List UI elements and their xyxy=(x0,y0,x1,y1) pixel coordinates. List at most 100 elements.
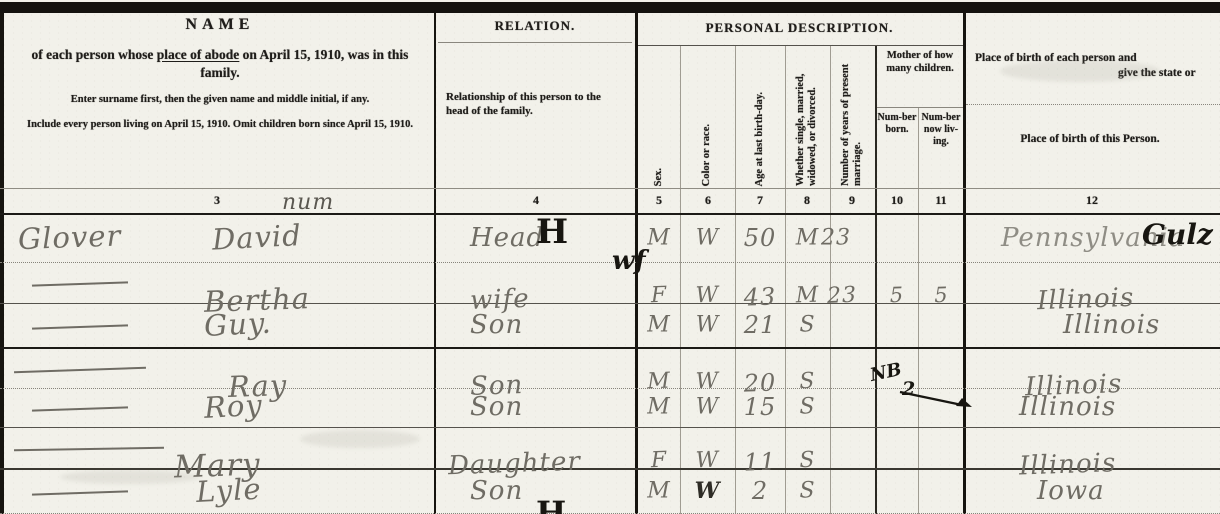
rule-under-mother-label xyxy=(877,107,963,108)
column-number-8: 8 xyxy=(804,193,810,207)
name-column-header: NAME of each person whose place of abode… xyxy=(12,16,428,132)
rule-under-pd-title xyxy=(638,45,963,46)
column-number-5: 5 xyxy=(656,193,662,207)
relation-title: RELATION. xyxy=(438,18,632,43)
number-living-label: Num-ber now liv-ing. xyxy=(921,112,961,147)
name-note-2: Include every person living on April 15,… xyxy=(27,119,413,131)
rule-pob-dotted xyxy=(966,104,1220,105)
sex-cell: M xyxy=(647,225,671,250)
given-name-handwriting: Roy xyxy=(203,387,264,425)
census-entry-row: Mary Daughter F W 11 S Illinois xyxy=(0,428,1220,485)
age-cell: 50 xyxy=(743,223,777,252)
color-race-cell: W xyxy=(695,225,720,250)
stray-handwriting-fragment: num xyxy=(282,190,335,215)
age-cell: 2 xyxy=(751,476,769,505)
marital-column-label: Whether single, married, widowed, or div… xyxy=(786,48,829,186)
census-entry-row: Roy Son M W 15 S Illinois xyxy=(0,387,1220,428)
entry-rows: Glover David Head M W 50 M 23 Pennsylvan… xyxy=(0,215,1220,514)
column-number-6: 6 xyxy=(705,193,711,207)
name-desc-post: on April 15, 1910, was in this family. xyxy=(200,47,409,81)
years-married-cell: 23 xyxy=(821,225,875,250)
mother-children-label: Mother of how many children. xyxy=(886,50,954,74)
sex-cell: M xyxy=(647,312,671,337)
age-label-text: Age at last birth-day. xyxy=(753,91,765,187)
column-number-9: 9 xyxy=(849,193,855,207)
years-married-label-text: Number of years of present marriage. xyxy=(840,63,864,186)
birthplace-group-text-2: give the state or xyxy=(1118,67,1196,79)
rule-above-column-numbers xyxy=(0,188,1220,189)
column-number-11: 11 xyxy=(935,193,947,207)
marital-status-cell: S xyxy=(799,394,816,420)
years-married-value: 23 xyxy=(821,225,851,250)
age-column-label: Age at last birth-day. xyxy=(736,48,784,187)
years-married-cell xyxy=(827,447,875,449)
scan-smudge xyxy=(300,430,420,448)
age-cell: 15 xyxy=(743,392,777,421)
given-name-handwriting: David xyxy=(211,217,303,257)
column-number-7: 7 xyxy=(757,193,763,207)
relation-cell: Son xyxy=(470,475,524,506)
personal-description-title: PERSONAL DESCRIPTION. xyxy=(705,20,894,35)
relation-description: Relationship of this person to the head … xyxy=(446,91,601,117)
relation-cell: Son xyxy=(470,309,524,340)
sex-label-text: Sex. xyxy=(652,167,664,186)
color-race-cell: W xyxy=(694,477,721,504)
top-border-rule xyxy=(0,2,1220,13)
relation-cell: Son xyxy=(470,391,524,422)
ditto-mark xyxy=(31,489,129,496)
name-description: of each person whose place of abode on A… xyxy=(12,46,428,82)
column-number-12: 12 xyxy=(1086,193,1098,207)
census-entry-row: Lyle Son M W 2 S Iowa xyxy=(0,470,1220,514)
column-number-4: 4 xyxy=(533,193,539,207)
ditto-mark xyxy=(31,323,129,330)
sex-column-label: Sex. xyxy=(638,48,680,186)
color-race-cell: W xyxy=(695,312,720,337)
annotation-arrow-icon xyxy=(899,390,972,407)
ditto-mark xyxy=(14,366,146,373)
number-born-label: Num-ber born. xyxy=(877,112,917,135)
marital-status-cell: S xyxy=(799,478,816,503)
birthplace-cell: Illinois xyxy=(1063,309,1161,340)
marital-label-text: Whether single, married, widowed, or div… xyxy=(795,73,819,186)
birthplace-column-label: Place of birth of this Person. xyxy=(1020,133,1160,145)
marital-status-cell: S xyxy=(799,312,816,337)
marital-status-cell: M xyxy=(795,225,820,250)
years-married-column-label: Number of years of present marriage. xyxy=(831,48,874,186)
bottom-ink-mark: H xyxy=(536,494,567,514)
given-name-handwriting: Guy. xyxy=(203,305,273,343)
ditto-mark xyxy=(31,406,129,412)
ditto-mark xyxy=(13,446,165,452)
age-cell: 21 xyxy=(743,310,777,339)
census-entry-row: Glover David Head M W 50 M 23 Pennsylvan… xyxy=(0,215,1220,263)
children-born-cell xyxy=(877,447,917,448)
color-race-column-label: Color or race. xyxy=(681,48,734,186)
sex-cell: M xyxy=(647,394,671,420)
ditto-mark xyxy=(31,281,129,287)
census-entry-row: Ray Son M W 20 S Illinois xyxy=(0,349,1220,404)
surname-handwriting: Glover xyxy=(17,218,122,256)
birthplace-cell: Iowa xyxy=(1037,475,1105,506)
column-number-10: 10 xyxy=(891,193,903,207)
color-race-label-text: Color or race. xyxy=(701,123,713,186)
scan-smudge xyxy=(60,470,200,484)
children-living-cell xyxy=(919,368,964,370)
name-desc-underlined: place of abode xyxy=(156,47,240,62)
given-name-handwriting: Lyle xyxy=(195,471,263,509)
color-race-cell: W xyxy=(695,394,720,420)
name-note-1: Enter surname first, then the given name… xyxy=(70,94,370,106)
children-living-cell xyxy=(919,447,964,449)
birthplace-ink-mark: Gulz xyxy=(1142,218,1213,251)
name-title: NAME xyxy=(185,16,255,33)
relation-cell: Head xyxy=(470,222,545,253)
birthplace-cell: Illinois xyxy=(1019,391,1117,422)
head-ink-mark: H xyxy=(536,212,569,252)
wife-ink-mark: wf xyxy=(612,246,646,276)
census-entry-row: Bertha wife F W 43 M 23 5 5 Illinois xyxy=(0,263,1220,319)
birthplace-cell: Pennsylvania xyxy=(1001,222,1186,253)
column-number-3: 3 xyxy=(214,193,220,207)
name-desc-pre: of each person whose xyxy=(31,47,157,62)
relation-column-header: RELATION. Relationship of this person to… xyxy=(438,18,632,119)
birthplace-group-text: Place of birth of each person and xyxy=(975,52,1137,64)
census-entry-row: Guy. Son M W 21 S Illinois xyxy=(0,304,1220,349)
